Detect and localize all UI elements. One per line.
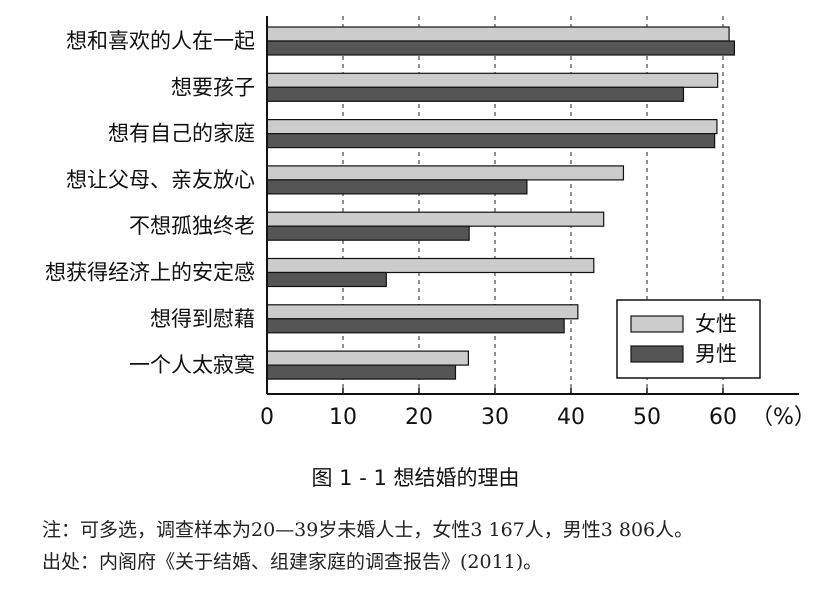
category-label: 想获得经济上的安定感 [45,261,255,285]
bar-male [266,364,457,380]
category-label: 想得到慰藉 [150,307,255,331]
x-tick-label: 0 [260,405,274,430]
bar-male [266,318,565,334]
bar-female [266,26,730,42]
category-label: 想要孩子 [171,75,255,99]
bar-male [266,86,685,102]
bar-chart: 想和喜欢的人在一起想要孩子想有自己的家庭想让父母、亲友放心不想孤独终老想获得经济… [45,16,816,430]
legend-swatch [630,315,684,333]
category-label: 不想孤独终老 [129,214,255,238]
bar-male [266,179,528,195]
legend-label: 男性 [695,342,737,366]
bar-male [266,271,387,288]
category-label: 想和喜欢的人在一起 [66,29,255,53]
x-tick-label: 20 [405,405,433,430]
bar-female [266,304,579,320]
x-tick-label: 60 [709,405,737,430]
bar-female [266,72,719,88]
x-tick-label: 40 [557,405,585,430]
bar-female [266,118,718,135]
legend-swatch [630,345,684,363]
x-tick-label: 30 [481,405,509,430]
figure-source: 出处：内阁府《关于结婚、组建家庭的调查报告》(2011)。 [42,551,543,573]
bar-female [266,257,595,274]
figure-note: 注：可多选，调查样本为20—39岁未婚人士，女性3 167人，男性3 806人。 [42,519,694,541]
figure-caption: 图 1 - 1 想结婚的理由 [311,466,520,490]
bar-male [266,40,735,56]
category-label: 想有自己的家庭 [108,122,255,146]
bar-female [266,211,605,227]
bar-male [266,133,716,149]
x-tick-label: 10 [329,405,357,430]
x-unit-label: （%） [751,405,816,430]
bar-female [266,350,469,366]
bars [266,26,735,380]
legend-box [616,299,761,379]
bar-male [266,225,470,241]
category-label: 想让父母、亲友放心 [66,168,255,192]
category-labels: 想和喜欢的人在一起想要孩子想有自己的家庭想让父母、亲友放心不想孤独终老想获得经济… [45,29,255,377]
x-tick-label: 50 [633,405,661,430]
bar-female [266,165,625,181]
x-axis: 0 10 20 30 40 50 60 （%） [260,16,816,430]
legend-label: 女性 [695,312,737,336]
category-label: 一个人太寂寞 [129,353,255,377]
